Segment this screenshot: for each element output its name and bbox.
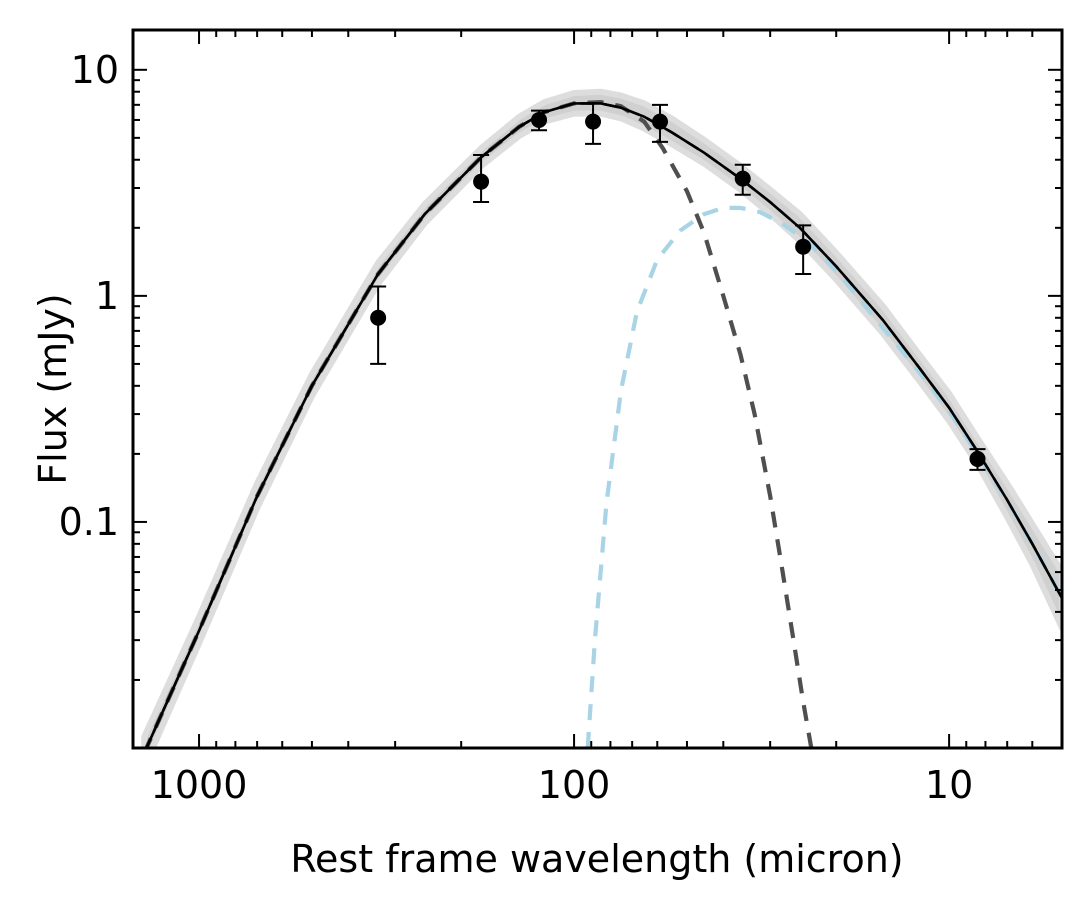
x-tick-label-100: 100 [538, 763, 611, 807]
data-point-3 [585, 113, 602, 130]
data-point-2 [531, 111, 548, 128]
x-tick-label-10: 10 [925, 763, 973, 807]
data-point-1 [473, 173, 490, 190]
y-axis-title: Flux (mJy) [31, 293, 75, 484]
y-tick-label-10: 10 [71, 48, 119, 92]
tick-labels-layer: 1000 100 10 10 1 0.1 [59, 48, 974, 807]
data-point-6 [795, 238, 812, 255]
data-points-layer [370, 102, 986, 471]
data-point-5 [734, 170, 751, 187]
x-axis-title: Rest frame wavelength (micron) [290, 837, 903, 881]
x-tick-label-1000: 1000 [151, 763, 248, 807]
y-tick-label-1: 1 [95, 274, 119, 318]
data-point-0 [370, 309, 387, 326]
plot-frame [131, 28, 1064, 750]
y-tick-label-0.1: 0.1 [59, 500, 119, 544]
data-point-7 [969, 450, 986, 467]
series-line-warm-dust-component [585, 205, 1062, 748]
data-point-4 [652, 113, 669, 130]
